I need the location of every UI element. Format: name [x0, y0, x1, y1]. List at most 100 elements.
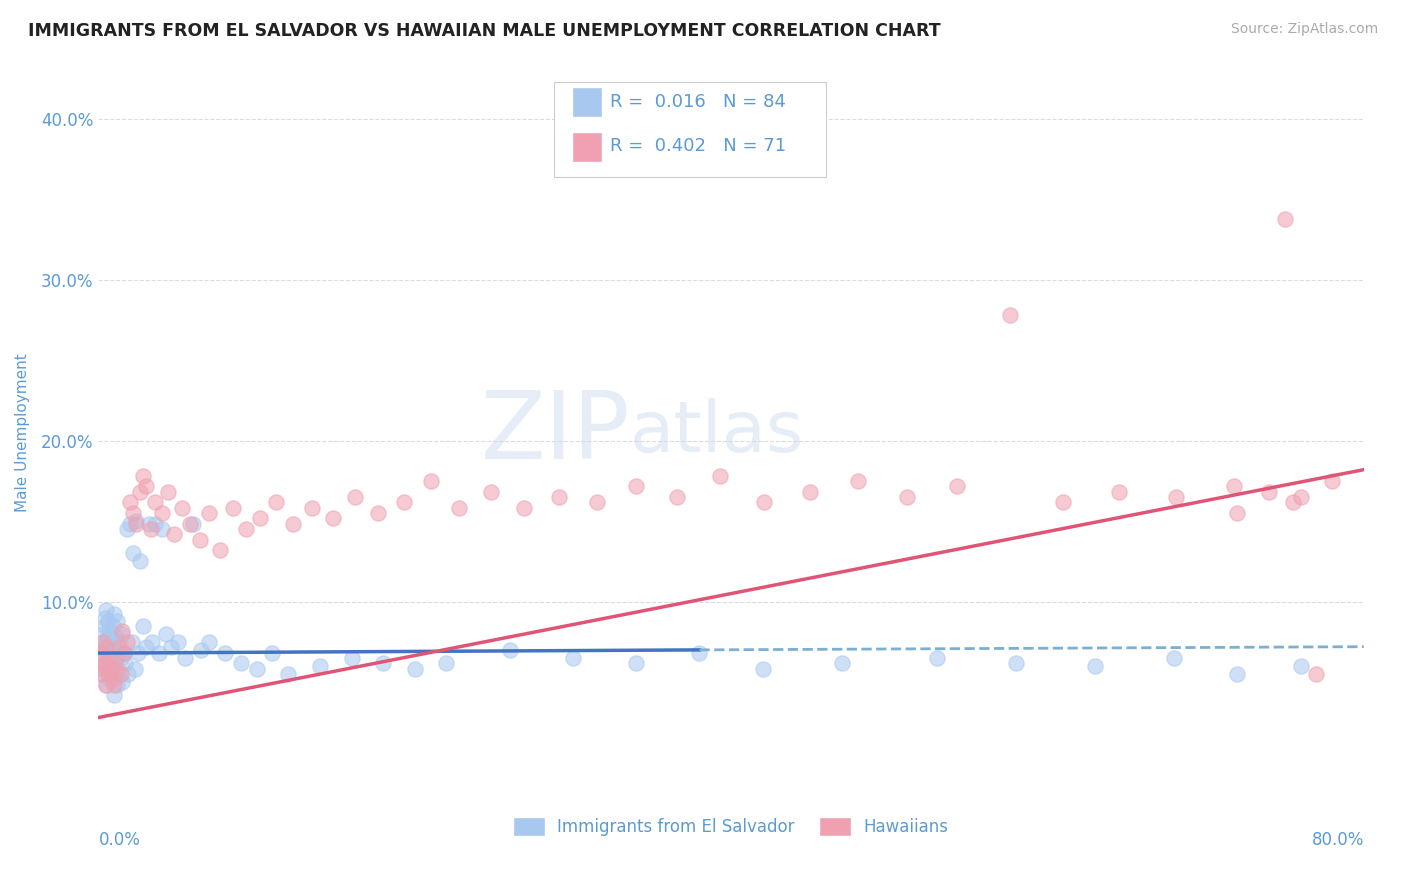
Point: [112, 646, 135, 660]
Point: [436, 656, 458, 670]
Text: ZIP: ZIP: [481, 386, 630, 479]
Point: [90, 651, 112, 665]
Point: [1004, 656, 1026, 670]
Point: [111, 675, 134, 690]
Point: [97, 630, 120, 644]
Point: [371, 656, 394, 670]
Point: [132, 469, 155, 483]
Point: [160, 640, 183, 654]
Point: [101, 662, 124, 676]
Text: IMMIGRANTS FROM EL SALVADOR VS HAWAIIAN MALE UNEMPLOYMENT CORRELATION CHART: IMMIGRANTS FROM EL SALVADOR VS HAWAIIAN …: [28, 22, 941, 40]
Point: [135, 640, 157, 654]
Point: [97, 662, 120, 676]
Point: [110, 651, 132, 665]
Point: [513, 501, 536, 516]
Point: [309, 659, 332, 673]
Point: [101, 619, 124, 633]
Point: [103, 607, 125, 622]
Point: [90, 646, 112, 660]
Point: [103, 688, 125, 702]
Point: [114, 656, 136, 670]
Point: [112, 646, 135, 660]
Point: [498, 643, 520, 657]
Point: [108, 667, 131, 681]
Point: [128, 554, 150, 568]
Point: [145, 517, 166, 532]
Point: [1274, 211, 1296, 226]
Point: [174, 651, 197, 665]
Text: Source: ZipAtlas.com: Source: ZipAtlas.com: [1230, 22, 1378, 37]
Point: [122, 546, 145, 560]
Point: [1084, 659, 1107, 673]
Text: 0.0%: 0.0%: [98, 831, 141, 849]
Text: 80.0%: 80.0%: [1312, 831, 1364, 849]
Point: [93, 619, 117, 633]
Point: [89, 646, 111, 660]
Point: [125, 517, 148, 532]
Point: [120, 517, 141, 532]
Point: [132, 619, 155, 633]
Point: [666, 490, 689, 504]
Point: [110, 667, 132, 681]
Point: [117, 667, 139, 681]
Point: [96, 678, 118, 692]
Point: [125, 514, 148, 528]
Point: [89, 667, 111, 681]
Point: [96, 656, 118, 670]
Bar: [574, 133, 600, 161]
Point: [107, 662, 129, 676]
Point: [93, 610, 117, 624]
Text: R =  0.016   N = 84: R = 0.016 N = 84: [610, 93, 786, 111]
Point: [93, 656, 117, 670]
Point: [98, 646, 121, 660]
Point: [688, 646, 710, 660]
Point: [229, 656, 252, 670]
Point: [108, 640, 131, 654]
Point: [150, 522, 173, 536]
Point: [128, 485, 150, 500]
Point: [108, 635, 131, 649]
Point: [107, 678, 129, 692]
Point: [150, 506, 173, 520]
Point: [104, 630, 127, 644]
Point: [846, 474, 869, 488]
Point: [93, 659, 117, 673]
Point: [1257, 485, 1279, 500]
Point: [392, 495, 415, 509]
Point: [246, 662, 269, 676]
Point: [277, 667, 299, 681]
Point: [111, 627, 134, 641]
Point: [198, 635, 221, 649]
Point: [214, 646, 236, 660]
Point: [157, 485, 180, 500]
Point: [103, 678, 125, 692]
Point: [340, 651, 363, 665]
Legend: Immigrants from El Salvador, Hawaiians: Immigrants from El Salvador, Hawaiians: [508, 811, 955, 843]
Point: [190, 643, 212, 657]
Point: [1223, 479, 1246, 493]
Point: [1164, 490, 1187, 504]
Point: [235, 522, 257, 536]
Point: [998, 308, 1021, 322]
Point: [100, 667, 122, 681]
Point: [166, 635, 188, 649]
Point: [262, 646, 284, 660]
Point: [96, 678, 118, 692]
Point: [1163, 651, 1185, 665]
Point: [925, 651, 948, 665]
Point: [100, 651, 122, 665]
Point: [96, 640, 118, 654]
Point: [1289, 659, 1312, 673]
Point: [751, 662, 773, 676]
Point: [1226, 667, 1249, 681]
Point: [419, 474, 441, 488]
Point: [115, 522, 138, 536]
Point: [107, 614, 129, 628]
Point: [120, 495, 141, 509]
Point: [122, 506, 145, 520]
Point: [301, 501, 323, 516]
Point: [138, 517, 160, 532]
Point: [91, 662, 114, 676]
Point: [111, 624, 134, 638]
Point: [98, 672, 121, 686]
